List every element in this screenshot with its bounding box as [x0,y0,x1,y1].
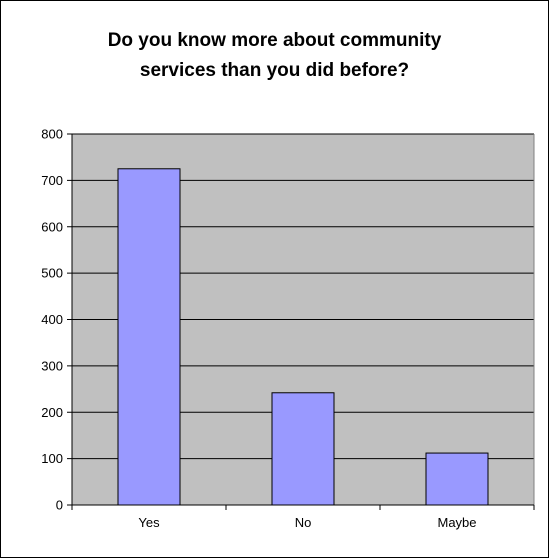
x-tick-label-yes: Yes [138,515,160,530]
y-tick-label-600: 600 [41,219,63,234]
y-tick-label-0: 0 [56,498,63,513]
y-tick-label-100: 100 [41,451,63,466]
x-tick-label-maybe: Maybe [437,515,476,530]
y-tick-label-800: 800 [41,127,63,142]
chart-title-line-2: services than you did before? [139,60,410,81]
y-tick-label-400: 400 [41,312,63,327]
y-tick-label-200: 200 [41,405,63,420]
bar-no [271,392,335,506]
chart-title-line-1: Do you know more about community [107,30,442,51]
y-tick-label-500: 500 [41,266,63,281]
x-tick-label-no: No [295,515,312,530]
chart-title: Do you know more about community service… [0,26,549,86]
bar-maybe [425,452,489,506]
y-tick-label-300: 300 [41,358,63,373]
y-tick-label-700: 700 [41,173,63,188]
bar-yes [117,168,181,506]
